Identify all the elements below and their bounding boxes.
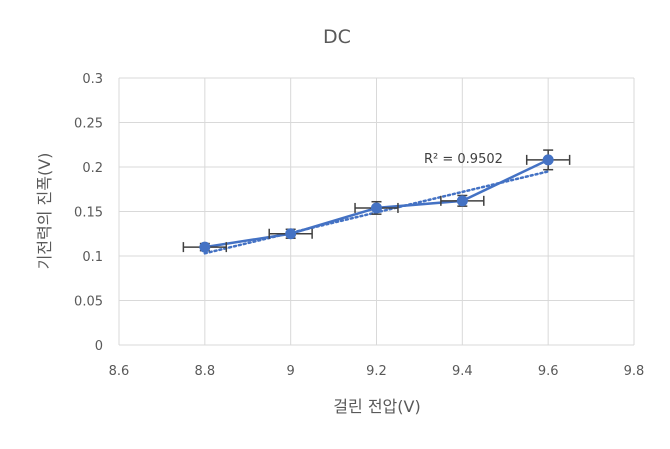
- y-tick-label: 0.3: [82, 72, 103, 87]
- data-point: [456, 195, 468, 207]
- y-tick-label: 0.1: [82, 250, 103, 265]
- data-point: [371, 202, 382, 214]
- y-tick-label: 0.05: [74, 295, 103, 310]
- chart-title: DC: [323, 26, 351, 48]
- y-tick-label: 0.2: [82, 161, 103, 176]
- gridlines: [118, 77, 635, 346]
- x-tick-label: 9.2: [366, 364, 387, 379]
- y-tick-label: 0.25: [74, 117, 103, 132]
- y-tick-labels: 0 0.05 0.1 0.15 0.2 0.25 0.3: [74, 72, 103, 354]
- x-tick-label: 9: [287, 364, 295, 379]
- x-tick-label: 9.8: [624, 364, 645, 379]
- x-tick-label: 8.6: [109, 364, 130, 379]
- x-tick-label: 8.8: [194, 364, 215, 379]
- r-squared-label: R² = 0.9502: [424, 152, 503, 167]
- x-tick-labels: 8.6 8.8 9 9.2 9.4 9.6 9.8: [109, 364, 645, 379]
- x-tick-label: 9.4: [452, 364, 473, 379]
- y-axis-title: 기전력의 진폭(V): [35, 153, 54, 270]
- data-points: [199, 154, 554, 253]
- data-point: [199, 241, 211, 253]
- y-tick-label: 0.15: [74, 206, 103, 221]
- y-tick-label: 0: [95, 339, 103, 354]
- x-tick-label: 9.6: [538, 364, 559, 379]
- data-point: [542, 154, 554, 166]
- data-point: [285, 228, 297, 240]
- x-axis-title: 걸린 전압(V): [333, 397, 420, 416]
